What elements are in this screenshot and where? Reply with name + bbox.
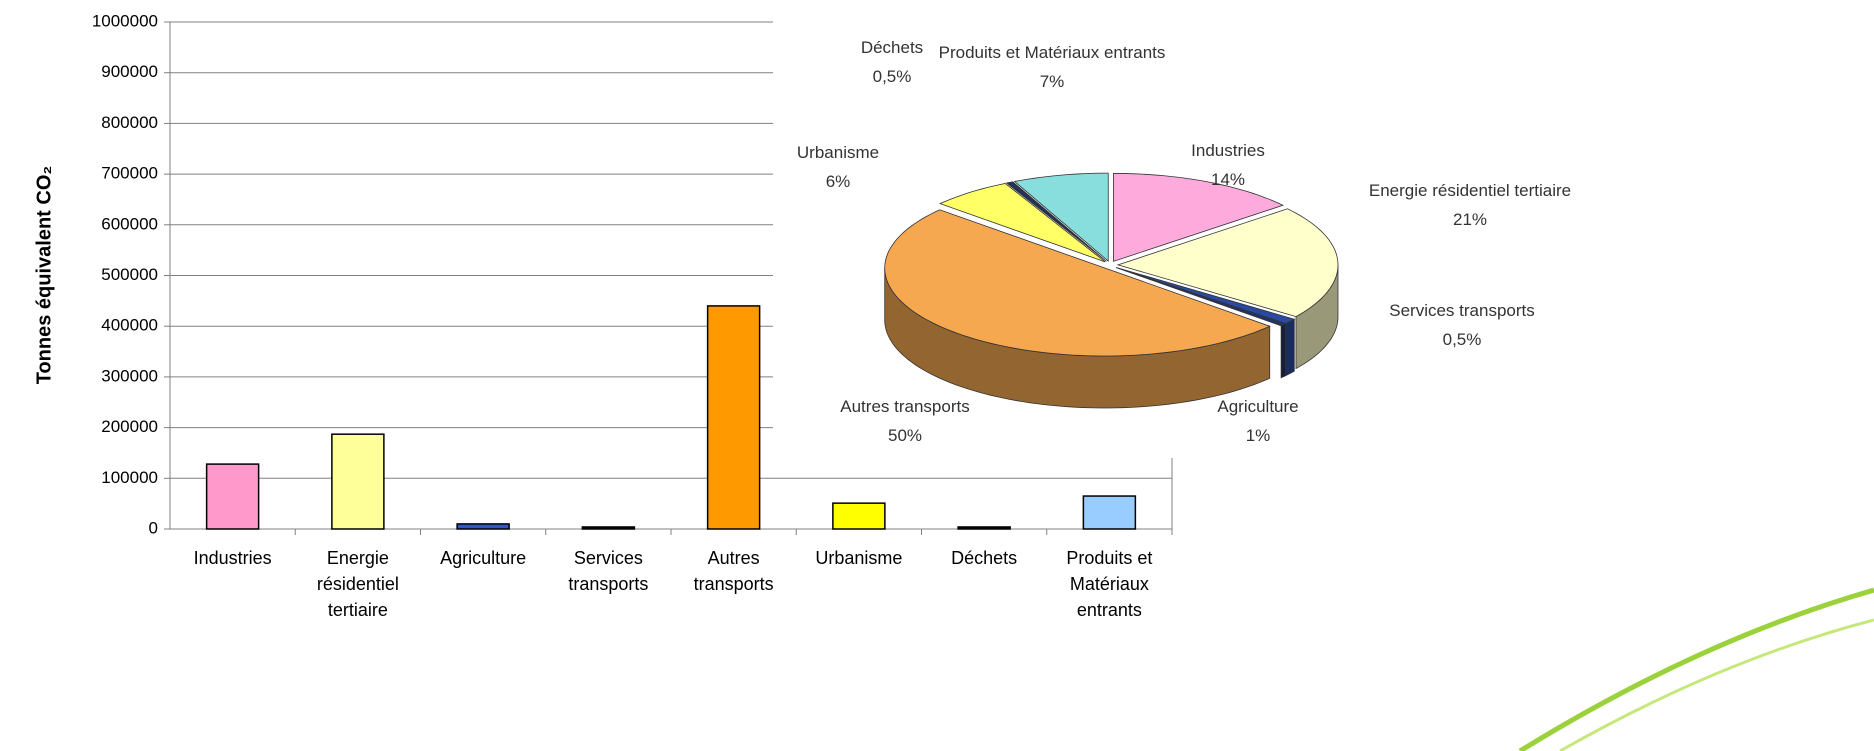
pie-label-text: Déchets <box>860 38 924 57</box>
pie-slice <box>1113 172 1285 262</box>
pie-label: Autres transports 50% <box>795 392 1015 450</box>
pie-slice <box>1115 267 1287 327</box>
x-tick-label: Services transports <box>568 548 649 594</box>
y-tick-label: 1000000 <box>92 11 158 30</box>
x-tick-label: Autres transports <box>693 548 774 594</box>
bar <box>456 523 510 530</box>
pie-label-text: Produits et Matériaux entrants <box>938 43 1166 62</box>
pie-label-text: 1% <box>1245 426 1271 445</box>
y-tick-label: 600000 <box>101 214 158 233</box>
pie-label-text: Services transports <box>1389 301 1535 320</box>
y-tick-label: 900000 <box>101 62 158 81</box>
pie-slice-side <box>1280 323 1286 379</box>
bar <box>331 433 385 530</box>
pie-slice <box>1005 181 1107 262</box>
pie-label: Déchets 0,5% <box>842 33 942 91</box>
pie-label: Industries 14% <box>1148 136 1308 194</box>
pie-label: Agriculture 1% <box>1178 392 1338 450</box>
pie-label-text: 7% <box>1039 72 1065 91</box>
pie-slice-side <box>1285 318 1295 377</box>
x-tick-label: Déchets <box>951 548 1018 568</box>
x-tick-label: Agriculture <box>440 548 527 568</box>
pie-slice <box>938 183 1106 263</box>
pie-label-text: Autres transports <box>840 397 970 416</box>
bar <box>832 502 886 530</box>
x-tick-label: Energie résidentiel tertiaire <box>316 548 399 620</box>
y-tick-label: 0 <box>149 518 158 537</box>
bar <box>1082 495 1137 530</box>
pie-label-text: 21% <box>1452 210 1488 229</box>
x-tick-label: Urbanisme <box>815 548 903 568</box>
bar <box>205 463 260 530</box>
pie-slice <box>884 209 1271 357</box>
pie-label: Energie résidentiel tertiaire 21% <box>1350 176 1590 234</box>
pie-label: Urbanisme 6% <box>768 138 908 196</box>
pie-slice <box>1013 172 1109 262</box>
y-tick-label: 400000 <box>101 316 158 335</box>
y-axis-label: Tonnes équivalent CO₂ <box>33 165 56 385</box>
bar <box>706 305 761 530</box>
pie-label-text: 0,5% <box>872 67 912 86</box>
bar <box>957 526 1011 530</box>
y-tick-label: 800000 <box>101 113 158 132</box>
x-tick-label: Produits et Matériaux entrants <box>1066 548 1153 620</box>
pie-label-text: 50% <box>887 426 923 445</box>
pie-label-text: 6% <box>825 172 851 191</box>
pie-label-text: 14% <box>1210 170 1246 189</box>
decoration <box>1518 587 1874 751</box>
decoration <box>1559 618 1874 751</box>
pie-label-text: 0,5% <box>1442 330 1482 349</box>
y-tick-label: 100000 <box>101 468 158 487</box>
y-tick-label: 200000 <box>101 417 158 436</box>
pie-label-text: Industries <box>1191 141 1265 160</box>
y-tick-label: 700000 <box>101 164 158 183</box>
pie-label-text: Agriculture <box>1217 397 1299 416</box>
y-tick-label: 500000 <box>101 265 158 284</box>
pie-label: Produits et Matériaux entrants 7% <box>932 38 1172 96</box>
y-tick-label: 300000 <box>101 366 158 385</box>
pie-label: Services transports 0,5% <box>1342 296 1582 354</box>
bar <box>581 526 636 530</box>
pie-label-text: Energie résidentiel tertiaire <box>1368 181 1572 200</box>
pie-slice <box>1116 208 1339 318</box>
pie-label-text: Urbanisme <box>796 143 880 162</box>
x-tick-label: Industries <box>193 548 272 568</box>
